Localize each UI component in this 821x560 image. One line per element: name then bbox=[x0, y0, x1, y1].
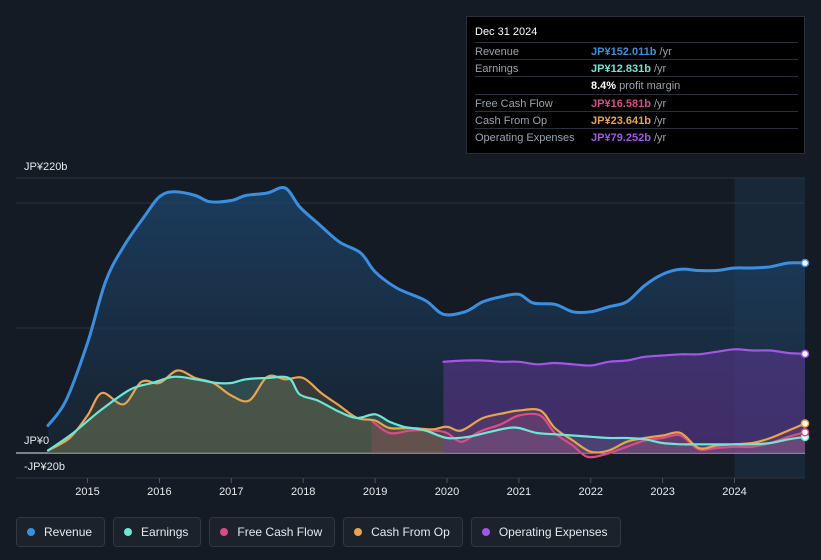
y-axis-zero-label: JP¥0 bbox=[24, 435, 49, 447]
endpoint-operating-expenses bbox=[800, 349, 810, 359]
tooltip-value-number: JP¥16.581b bbox=[591, 97, 651, 110]
tooltip-value-unit: /yr bbox=[650, 132, 667, 144]
legend-item-cash-from-op[interactable]: Cash From Op bbox=[343, 517, 463, 547]
tooltip-value-unit: /yr bbox=[650, 114, 667, 127]
tooltip-row: Earnings JP¥12.831b /yr bbox=[475, 59, 798, 76]
tooltip-row-label: Operating Expenses bbox=[475, 132, 575, 144]
legend-label: Revenue bbox=[44, 525, 93, 539]
line-cash-from-op bbox=[46, 369, 807, 454]
tooltip-value-unit: /yr bbox=[650, 97, 667, 110]
tooltip-value-unit: /yr bbox=[650, 63, 667, 76]
y-axis-bottom-label: -JP¥20b bbox=[24, 461, 65, 473]
chart-legend: Revenue Earnings Free Cash Flow Cash From O… bbox=[16, 517, 621, 547]
area-revenue bbox=[48, 187, 805, 453]
area-operating-expenses bbox=[443, 349, 805, 453]
tooltip-row-value: JP¥79.252b /yr bbox=[591, 132, 666, 144]
legend-dot-icon bbox=[124, 528, 133, 536]
x-tick-label: 2016 bbox=[147, 486, 171, 498]
line-earnings bbox=[46, 375, 807, 452]
x-tick-label: 2019 bbox=[363, 486, 387, 498]
tooltip-value-number: JP¥12.831b bbox=[591, 63, 651, 76]
x-tick-label: 2020 bbox=[435, 486, 459, 498]
tooltip-row-value: JP¥152.011b /yr bbox=[591, 46, 672, 58]
legend-label: Operating Expenses bbox=[498, 525, 608, 539]
tooltip-value-unit: profit margin bbox=[616, 80, 681, 93]
legend-item-operating-expenses[interactable]: Operating Expenses bbox=[470, 517, 621, 547]
tooltip-value-number: JP¥79.252b bbox=[591, 132, 651, 144]
line-free-cash-flow bbox=[370, 412, 807, 459]
tooltip-row: Revenue JP¥152.011b /yr bbox=[475, 42, 798, 59]
tooltip-row-value: JP¥16.581b /yr bbox=[591, 98, 666, 110]
legend-label: Earnings bbox=[141, 525, 189, 539]
x-tick-label: 2018 bbox=[291, 486, 315, 498]
tooltip-date: Dec 31 2024 bbox=[475, 26, 538, 38]
endpoint-cash-from-op bbox=[800, 419, 810, 428]
legend-label: Cash From Op bbox=[371, 525, 450, 539]
tooltip-value-number: JP¥152.011b bbox=[591, 46, 657, 58]
line-operating-expenses bbox=[442, 348, 807, 367]
legend-dot-icon bbox=[481, 528, 490, 536]
legend-item-revenue[interactable]: Revenue bbox=[16, 517, 106, 547]
area-earnings bbox=[48, 376, 805, 453]
x-tick-label: 2023 bbox=[650, 486, 674, 498]
tooltip-row: Cash From Op JP¥23.641b /yr bbox=[475, 110, 798, 128]
tooltip-row-label: Earnings bbox=[475, 63, 519, 76]
legend-item-earnings[interactable]: Earnings bbox=[113, 517, 202, 547]
x-tick-label: 2017 bbox=[219, 486, 243, 498]
tooltip-row-label: Free Cash Flow bbox=[475, 97, 553, 110]
hover-tooltip: Dec 31 2024 Revenue JP¥152.011b /yr Earnin… bbox=[466, 16, 805, 154]
legend-dot-icon bbox=[27, 528, 35, 536]
tooltip-row-label: Revenue bbox=[475, 46, 520, 58]
x-tick-label: 2015 bbox=[75, 486, 99, 498]
legend-dot-icon bbox=[354, 528, 363, 536]
line-revenue bbox=[46, 186, 807, 427]
tooltip-row: Free Cash Flow JP¥16.581b /yr bbox=[475, 93, 798, 111]
tooltip-value-number: JP¥23.641b bbox=[591, 114, 651, 127]
legend-label: Free Cash Flow bbox=[237, 525, 323, 539]
area-cash-from-op bbox=[48, 370, 805, 453]
tooltip-row: 8.4% profit margin bbox=[475, 76, 798, 93]
tooltip-row-value: 8.4% profit margin bbox=[591, 80, 680, 92]
endpoint-revenue bbox=[800, 258, 810, 268]
legend-item-free-cash-flow[interactable]: Free Cash Flow bbox=[209, 517, 336, 547]
tooltip-row-value: JP¥12.831b /yr bbox=[591, 63, 666, 75]
x-tick-label: 2022 bbox=[579, 486, 603, 498]
area-free-cash-flow bbox=[371, 413, 805, 458]
y-axis-top-label: JP¥220b bbox=[24, 161, 67, 173]
tooltip-row-label: Cash From Op bbox=[475, 114, 548, 127]
x-tick-label: 2024 bbox=[722, 486, 746, 498]
tooltip-row: Operating Expenses JP¥79.252b /yr bbox=[475, 128, 798, 145]
tooltip-value-unit: /yr bbox=[656, 46, 672, 58]
x-tick-label: 2021 bbox=[507, 486, 531, 498]
tooltip-row-value: JP¥23.641b /yr bbox=[591, 115, 666, 127]
legend-dot-icon bbox=[220, 528, 229, 536]
endpoint-free-cash-flow bbox=[800, 428, 810, 437]
tooltip-value-number: 8.4% bbox=[591, 80, 617, 93]
